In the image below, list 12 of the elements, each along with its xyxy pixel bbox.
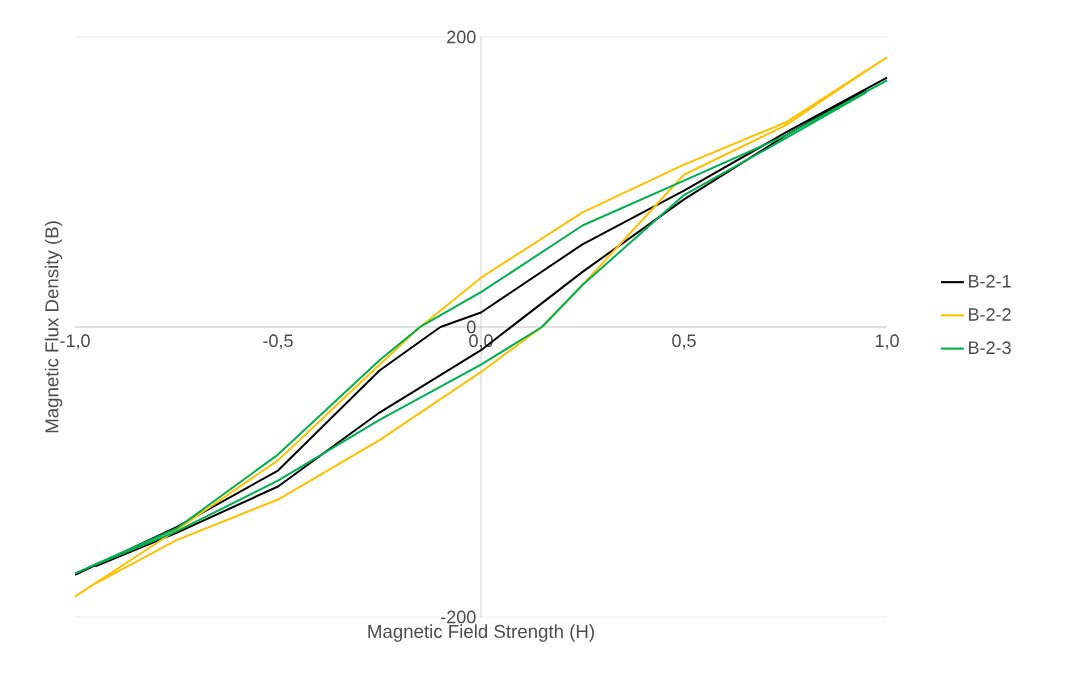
y-tick-label: 0	[466, 320, 476, 334]
x-tick-label: -1,0	[60, 334, 90, 350]
x-tick-label: 0,5	[672, 334, 696, 350]
legend-label: B-2-3	[969, 341, 1011, 355]
x-tick-label: -0,5	[263, 334, 293, 350]
x-tick-label: 0,0	[469, 334, 493, 350]
legend-label: B-2-1	[969, 274, 1011, 288]
y-tick-label: 200	[447, 30, 476, 44]
y-tick-label: -200	[441, 610, 476, 624]
legend-label: B-2-2	[969, 308, 1011, 321]
x-tick-label: 1,0	[875, 334, 899, 350]
x-axis-title: Magnetic Field Strength (H)	[368, 624, 594, 642]
